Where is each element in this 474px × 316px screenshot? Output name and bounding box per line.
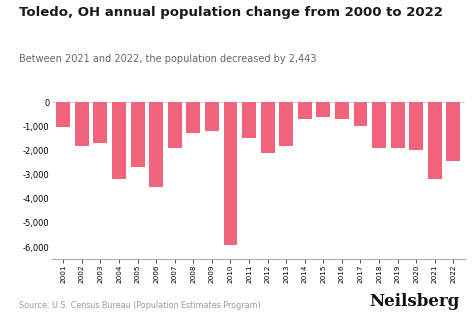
Bar bbox=[391, 102, 405, 148]
Text: Source: U.S. Census Bureau (Population Estimates Program): Source: U.S. Census Bureau (Population E… bbox=[19, 301, 261, 310]
Bar bbox=[279, 102, 293, 146]
Bar bbox=[298, 102, 312, 119]
Bar bbox=[372, 102, 386, 148]
Bar bbox=[261, 102, 274, 153]
Bar bbox=[112, 102, 126, 179]
Bar bbox=[131, 102, 145, 167]
Text: Between 2021 and 2022, the population decreased by 2,443: Between 2021 and 2022, the population de… bbox=[19, 54, 317, 64]
Bar bbox=[242, 102, 256, 138]
Text: Neilsberg: Neilsberg bbox=[369, 293, 460, 310]
Bar bbox=[428, 102, 442, 179]
Bar bbox=[335, 102, 349, 119]
Bar bbox=[205, 102, 219, 131]
Bar bbox=[447, 102, 460, 161]
Bar bbox=[224, 102, 237, 245]
Bar bbox=[168, 102, 182, 148]
Bar bbox=[354, 102, 367, 126]
Bar bbox=[93, 102, 108, 143]
Bar bbox=[149, 102, 163, 187]
Text: Toledo, OH annual population change from 2000 to 2022: Toledo, OH annual population change from… bbox=[19, 6, 443, 19]
Bar bbox=[316, 102, 330, 117]
Bar bbox=[186, 102, 201, 133]
Bar bbox=[56, 102, 70, 127]
Bar bbox=[409, 102, 423, 150]
Bar bbox=[75, 102, 89, 146]
